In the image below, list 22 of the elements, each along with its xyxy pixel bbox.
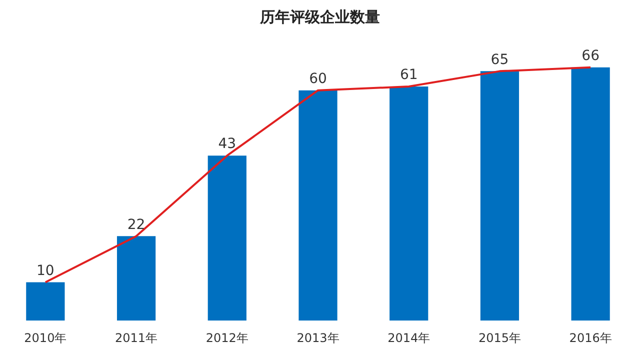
- bar: [208, 156, 246, 321]
- x-tick-label: 2015年: [478, 330, 521, 345]
- x-tick-label: 2014年: [388, 330, 430, 345]
- data-label: 43: [218, 136, 236, 152]
- x-tick-label: 2011年: [115, 330, 158, 345]
- x-tick-label: 2016年: [569, 330, 612, 345]
- bar: [390, 86, 428, 321]
- bar: [571, 67, 610, 321]
- bar: [298, 90, 338, 321]
- data-label: 61: [400, 67, 418, 84]
- x-tick-label: 2010年: [24, 330, 67, 345]
- data-label: 10: [36, 262, 54, 279]
- x-tick-label: 2012年: [206, 330, 248, 345]
- x-tick-label: 2013年: [296, 330, 340, 345]
- bar: [116, 236, 156, 321]
- chart-title: 历年评级企业数量: [258, 7, 381, 28]
- data-label: 22: [127, 216, 146, 233]
- data-label: 60: [309, 71, 327, 88]
- data-label: 66: [582, 48, 600, 64]
- bar: [26, 282, 65, 321]
- data-label: 65: [490, 52, 509, 68]
- bar: [480, 71, 520, 321]
